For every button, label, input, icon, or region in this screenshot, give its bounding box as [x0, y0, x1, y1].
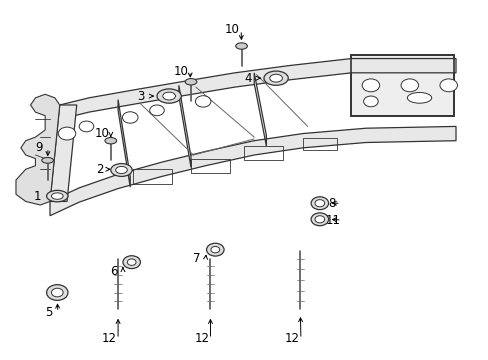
Circle shape	[362, 79, 379, 92]
Ellipse shape	[163, 92, 175, 100]
Circle shape	[363, 96, 377, 107]
Ellipse shape	[157, 89, 181, 103]
Ellipse shape	[185, 78, 197, 85]
Bar	[132, 169, 171, 184]
Ellipse shape	[269, 74, 282, 82]
Ellipse shape	[111, 163, 132, 176]
Ellipse shape	[407, 93, 431, 103]
Polygon shape	[16, 94, 60, 205]
Polygon shape	[179, 85, 191, 167]
Polygon shape	[50, 105, 77, 202]
Bar	[351, 55, 453, 116]
Bar	[244, 146, 283, 160]
Circle shape	[210, 247, 219, 253]
Circle shape	[149, 105, 164, 116]
Circle shape	[314, 200, 324, 207]
Polygon shape	[60, 59, 455, 119]
Circle shape	[195, 96, 210, 107]
Polygon shape	[254, 73, 266, 146]
Text: 12: 12	[284, 333, 299, 346]
Circle shape	[310, 213, 328, 226]
Ellipse shape	[105, 138, 116, 144]
Polygon shape	[50, 126, 455, 216]
Ellipse shape	[51, 193, 63, 199]
Text: 4: 4	[244, 72, 252, 85]
Circle shape	[127, 259, 136, 265]
Circle shape	[51, 288, 63, 297]
Bar	[191, 158, 229, 173]
Circle shape	[79, 121, 94, 132]
Text: 12: 12	[194, 333, 209, 346]
Text: 5: 5	[45, 306, 53, 319]
Text: 3: 3	[137, 90, 144, 103]
Ellipse shape	[116, 166, 127, 174]
Circle shape	[122, 256, 140, 269]
Text: 2: 2	[96, 163, 103, 176]
Text: 10: 10	[224, 23, 239, 36]
Text: 12: 12	[102, 333, 117, 346]
Circle shape	[206, 243, 224, 256]
Text: 7: 7	[193, 252, 200, 265]
Text: 10: 10	[174, 64, 188, 77]
Circle shape	[314, 216, 324, 223]
Circle shape	[46, 285, 68, 300]
Ellipse shape	[264, 71, 287, 85]
Ellipse shape	[41, 157, 53, 163]
Ellipse shape	[46, 190, 68, 202]
Circle shape	[439, 79, 457, 92]
Circle shape	[122, 112, 138, 123]
Text: 1: 1	[34, 190, 41, 203]
Text: 6: 6	[110, 265, 118, 278]
Ellipse shape	[235, 43, 247, 49]
Polygon shape	[118, 100, 130, 187]
Circle shape	[400, 79, 418, 92]
Circle shape	[58, 127, 76, 140]
Text: 10: 10	[94, 127, 109, 140]
Text: 8: 8	[327, 197, 335, 210]
Text: 9: 9	[36, 141, 43, 154]
Circle shape	[310, 197, 328, 210]
Bar	[351, 55, 453, 116]
Text: 11: 11	[325, 213, 340, 226]
Bar	[302, 138, 336, 150]
